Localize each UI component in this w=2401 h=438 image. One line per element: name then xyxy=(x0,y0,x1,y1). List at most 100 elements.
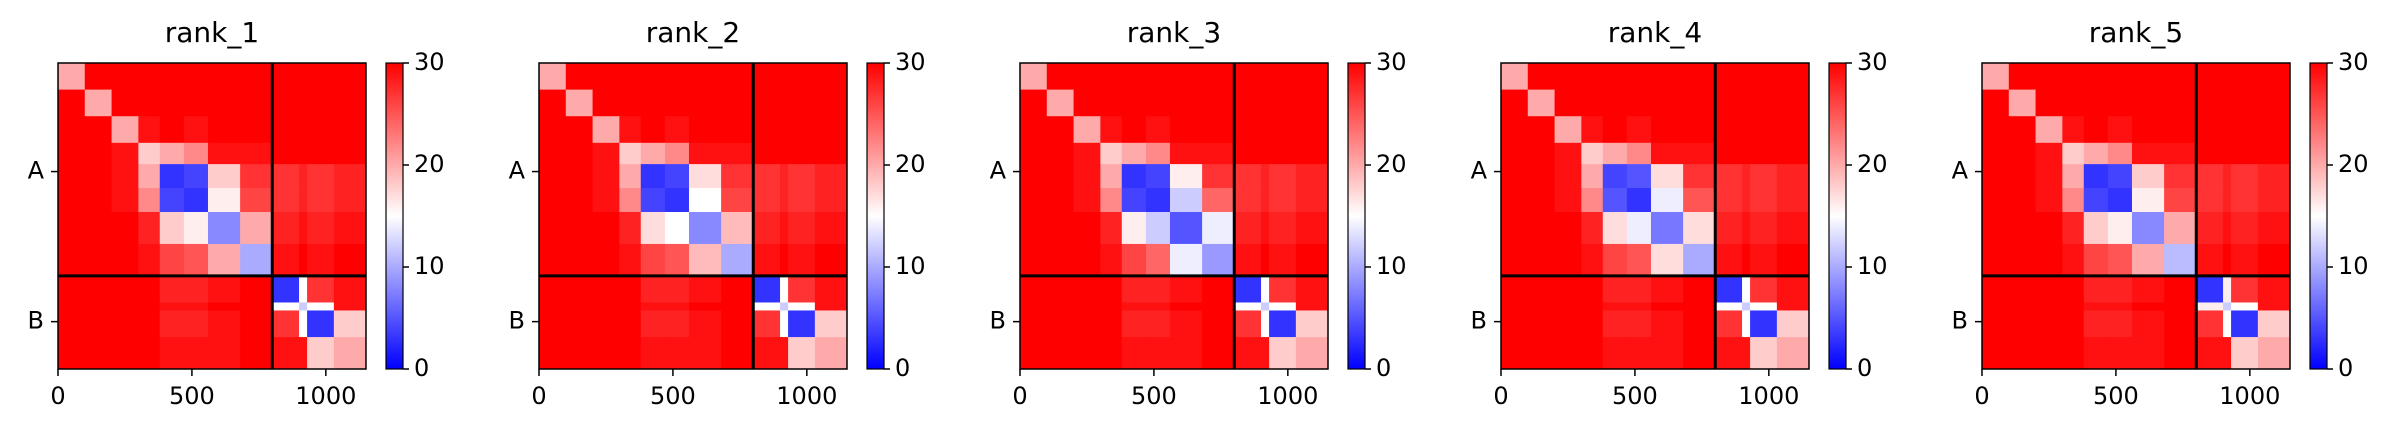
heatmap-cell xyxy=(2062,310,2085,338)
heatmap-cell xyxy=(788,142,816,165)
heatmap-cell xyxy=(58,142,86,165)
heatmap-cell xyxy=(1527,302,1556,311)
heatmap-cell xyxy=(1261,188,1270,213)
heatmap-cell xyxy=(183,142,209,165)
heatmap-cell xyxy=(1145,188,1171,213)
heatmap-cell xyxy=(753,188,781,213)
heatmap-cell xyxy=(619,243,642,277)
heatmap-cell xyxy=(84,164,113,189)
heatmap-cell xyxy=(307,243,335,277)
heatmap-cell xyxy=(159,337,185,370)
heatmap-cell xyxy=(2223,116,2232,144)
heatmap-cell xyxy=(592,116,620,144)
heatmap-cell xyxy=(159,164,185,189)
heatmap-cell xyxy=(814,89,848,117)
heatmap-cell xyxy=(1269,89,1297,117)
heatmap-cell xyxy=(1145,63,1171,91)
heatmap-cell xyxy=(2035,142,2063,165)
heatmap-cell xyxy=(1742,275,1751,303)
heatmap-cell xyxy=(1750,275,1778,303)
heatmap-cell xyxy=(2008,302,2037,311)
heatmap-cell xyxy=(1554,310,1582,338)
heatmap-cell xyxy=(2008,63,2037,91)
heatmap-cell xyxy=(1169,275,1203,303)
heatmap-cell xyxy=(1046,302,1075,311)
heatmap-cell xyxy=(1269,164,1297,189)
heatmap-cell xyxy=(753,63,781,91)
heatmap-cell xyxy=(111,63,139,91)
colorbar-tick-label: 30 xyxy=(895,48,926,76)
heatmap-cell xyxy=(1121,63,1147,91)
heatmap-cell xyxy=(753,275,781,303)
heatmap-cell xyxy=(814,116,848,144)
heatmap-cell xyxy=(207,302,241,311)
heatmap-cell xyxy=(592,302,620,311)
heatmap-cell xyxy=(1527,164,1556,189)
heatmap-cell xyxy=(1261,63,1270,91)
heatmap-cell xyxy=(2231,302,2259,311)
heatmap-cell xyxy=(1501,188,1529,213)
heatmap-cell xyxy=(183,243,209,277)
heatmap-cell xyxy=(2083,116,2109,144)
heatmap-cell xyxy=(2083,164,2109,189)
heatmap-cell xyxy=(753,142,781,165)
heatmap-cell xyxy=(1501,63,1529,91)
heatmap-cell xyxy=(207,337,241,370)
heatmap-cell xyxy=(1234,302,1262,311)
heatmap-cell xyxy=(2107,243,2133,277)
heatmap-cell xyxy=(138,63,161,91)
heatmap-cell xyxy=(721,142,754,165)
heatmap-cell xyxy=(2008,243,2037,277)
heatmap-cell xyxy=(58,310,86,338)
heatmap-cell xyxy=(2257,142,2291,165)
heatmap-cell xyxy=(814,275,848,303)
heatmap-cell xyxy=(1581,89,1604,117)
heatmap-cell xyxy=(1046,337,1075,370)
heatmap-cell xyxy=(1121,164,1147,189)
heatmap-cell xyxy=(1581,142,1604,165)
heatmap-cell xyxy=(1626,243,1652,277)
heatmap-cell xyxy=(207,63,241,91)
colorbar-tick-label: 0 xyxy=(1857,354,1872,382)
heatmap-cell xyxy=(2231,63,2259,91)
heatmap-cell xyxy=(1982,142,2010,165)
heatmap-cell xyxy=(307,63,335,91)
heatmap-cell xyxy=(619,164,642,189)
x-tick-label: 0 xyxy=(1012,382,1027,410)
heatmap-cell xyxy=(1100,116,1123,144)
heatmap-cell xyxy=(207,188,241,213)
heatmap-cell xyxy=(1145,142,1171,165)
heatmap-cell xyxy=(1295,302,1329,311)
heatmap-cell xyxy=(1982,243,2010,277)
heatmap-cell xyxy=(240,212,273,245)
heatmap-cell xyxy=(2107,116,2133,144)
heatmap-cell xyxy=(1602,116,1628,144)
heatmap-cell xyxy=(1295,116,1329,144)
heatmap-cell xyxy=(753,116,781,144)
heatmap-cell xyxy=(1742,302,1751,311)
heatmap-cell xyxy=(2231,164,2259,189)
heatmap-cell xyxy=(539,212,567,245)
heatmap-cell xyxy=(788,310,816,338)
heatmap-cell xyxy=(1261,310,1270,338)
heatmap-cell xyxy=(1554,337,1582,370)
heatmap-cell xyxy=(780,63,789,91)
heatmap-cell xyxy=(138,337,161,370)
heatmap-cell xyxy=(2131,243,2165,277)
heatmap-cell xyxy=(207,142,241,165)
heatmap-cell xyxy=(1650,164,1684,189)
heatmap-cell xyxy=(814,188,848,213)
heatmap-cell xyxy=(780,275,789,303)
heatmap-cell xyxy=(1742,116,1751,144)
heatmap-cell xyxy=(2257,212,2291,245)
heatmap-cell xyxy=(664,302,690,311)
heatmap-cell xyxy=(1121,142,1147,165)
heatmap-cell xyxy=(1020,337,1048,370)
heatmap-cell xyxy=(84,337,113,370)
y-tick-label: B xyxy=(990,307,1006,335)
heatmap-cell xyxy=(788,212,816,245)
heatmap-cell xyxy=(592,243,620,277)
heatmap-cell xyxy=(299,188,308,213)
heatmap-cell xyxy=(2062,116,2085,144)
